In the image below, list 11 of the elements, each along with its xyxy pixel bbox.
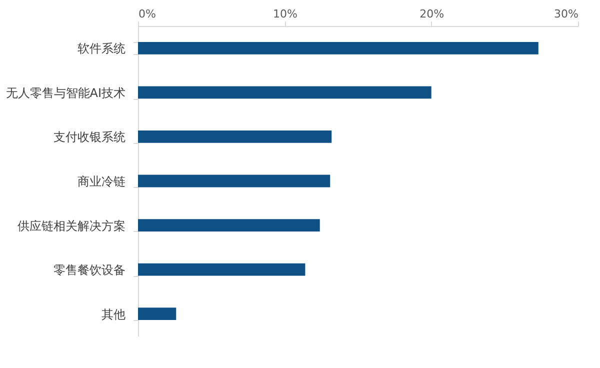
y-tick-label: 供应链相关解决方案 [18, 218, 126, 233]
y-tick-label: 商业冷链 [78, 174, 126, 188]
x-tick-label: 0% [138, 8, 156, 20]
y-tick-label: 无人零售与智能AI技术 [6, 86, 126, 100]
y-tick-label: 软件系统 [78, 42, 126, 56]
x-tick-label: 10% [272, 8, 298, 20]
y-tick-label: 零售餐饮设备 [54, 263, 126, 278]
x-tick-label: 30% [554, 8, 578, 20]
x-tick-label: 20% [420, 8, 444, 20]
y-tick-label: 支付收银系统 [54, 130, 126, 144]
y-tick-label: 其他 [102, 307, 126, 322]
